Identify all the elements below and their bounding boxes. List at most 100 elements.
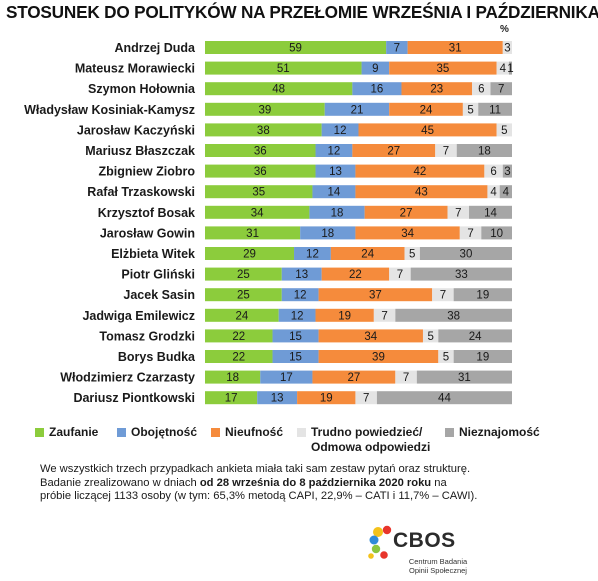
bar-segment-trudno-powiedziec [447,205,470,219]
bar-segment-nieznajomosc [453,350,512,363]
data-label: 31 [246,228,259,240]
data-label: 19 [476,352,489,364]
bar-segment-trudno-powiedziec [422,329,439,343]
data-label: 17 [280,372,293,384]
bar-segment-obojetnosc [300,226,356,240]
bar-segment-nieznajomosc [376,391,512,405]
data-label: 5 [409,249,415,261]
bar-segment-obojetnosc [312,185,356,199]
data-label: 44 [438,393,451,405]
data-label: 22 [232,352,245,364]
bar-segment-obojetnosc [324,102,390,116]
bar-segment-trudno-powiedziec [484,164,503,178]
data-label: 12 [294,290,307,302]
legend-swatch [35,428,44,437]
bar-segment-zaufanie [205,102,325,116]
data-label: 3 [504,166,510,178]
bar-segment-zaufanie [205,288,282,302]
bar-segment-zaufanie [205,267,282,281]
category-label: Jarosław Gowin [100,226,195,240]
bar-segment-obojetnosc [386,41,408,54]
data-label: 13 [295,269,308,281]
bar-segment-nieufnosc [318,350,439,363]
bar-segment-nieznajomosc [419,247,512,260]
data-label: 14 [484,207,497,219]
category-label: Borys Budka [118,350,196,364]
bar-segment-nieznajomosc [490,82,512,96]
data-label: 12 [291,310,304,322]
category-label: Jarosław Kaczyński [77,123,195,137]
category-label: Szymon Hołownia [88,82,196,96]
data-label: 17 [225,393,238,405]
data-label: 37 [369,290,382,302]
bar-segment-zaufanie [205,308,279,322]
bar-segment-nieufnosc [330,247,405,260]
data-label: 25 [237,290,250,302]
bar-segment-nieznajomosc [395,308,512,322]
bar-segment-nieznajomosc [416,370,512,384]
bar-segment-nieufnosc [321,267,390,281]
bar-segment-zaufanie [205,185,313,199]
legend-swatch [445,428,454,437]
data-label: 24 [469,331,482,343]
data-label: 9 [372,63,378,75]
data-label: 7 [381,310,387,322]
data-label: 16 [371,84,384,96]
data-label: 4 [490,187,497,199]
bar-segment-zaufanie [205,226,301,240]
bar-segment-obojetnosc [260,370,313,384]
data-label: 18 [321,228,334,240]
legend-label: Nieznajomość [459,425,540,439]
category-label: Elżbieta Witek [111,247,195,261]
bar-segment-nieufnosc [358,123,497,137]
data-label: 59 [289,43,302,55]
data-label: 3 [504,43,510,55]
data-label: 22 [349,269,362,281]
note-dates: od 28 września do 8 października 2020 ro… [199,476,432,489]
data-label: 29 [243,249,256,261]
bar-segment-obojetnosc [321,123,359,137]
logo-subtitle-line1: Centrum Badania [408,557,468,566]
data-label: 31 [458,372,471,384]
bar-segment-zaufanie [205,144,316,157]
bar-segment-zaufanie [205,329,273,343]
bar-segment-trudno-powiedziec [487,185,500,199]
category-label: Zbigniew Ziobro [98,165,195,179]
methodology-note: We wszystkich trzech przypadkach ankieta… [40,463,480,504]
bar-segment-trudno-powiedziec [432,288,454,302]
bar-segment-nieufnosc [389,61,497,75]
data-label: 38 [447,310,460,322]
data-label: 7 [440,290,446,302]
data-label: 12 [306,249,319,261]
data-label: 24 [361,249,374,261]
data-label: 5 [427,331,433,343]
data-label: 36 [254,146,267,158]
bar-segment-obojetnosc [281,288,319,302]
bar-segment-obojetnosc [315,144,353,157]
data-label: 7 [455,207,461,219]
bar-segment-zaufanie [205,350,273,363]
bar-segment-zaufanie [205,370,261,384]
bar-segment-nieufnosc [315,308,374,322]
data-label: 5 [501,125,507,137]
category-label: Krzysztof Bosak [98,206,195,220]
category-label: Piotr Gliński [121,268,195,282]
bar-segment-obojetnosc [281,267,322,281]
data-label: 39 [372,352,385,364]
category-label: Dariusz Piontkowski [73,391,195,405]
data-label: 7 [394,43,400,55]
bar-segment-nieznajomosc [469,205,512,219]
category-label: Mariusz Błaszczak [85,144,195,158]
page-title: STOSUNEK DO POLITYKÓW NA PRZEŁOMIE WRZEŚ… [6,2,598,22]
bar-segment-trudno-powiedziec [389,267,411,281]
bar-segment-obojetnosc [272,350,319,363]
bar-segment-trudno-powiedziec [435,144,457,157]
data-label: 14 [328,187,341,199]
bar-segment-nieufnosc [352,144,436,157]
legend-label: Trudno powiedzieć/ [311,425,423,439]
data-label: 15 [289,331,302,343]
data-label: 43 [415,187,428,199]
bar-segment-nieufnosc [401,82,473,96]
bar-segment-nieufnosc [318,329,423,343]
